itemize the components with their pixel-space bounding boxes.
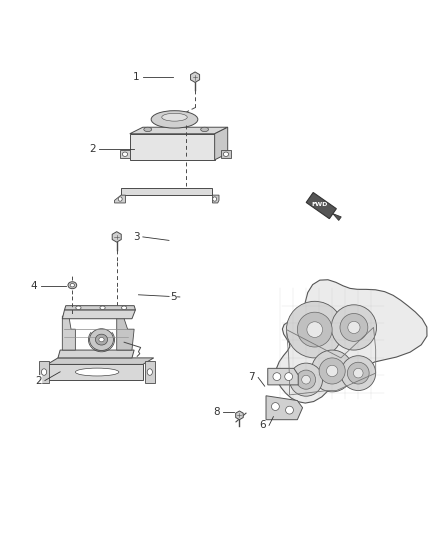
Ellipse shape [99,337,104,342]
FancyBboxPatch shape [121,188,212,195]
Polygon shape [276,280,427,403]
Circle shape [290,363,322,396]
Polygon shape [62,310,135,319]
Text: 3: 3 [133,232,140,242]
Ellipse shape [68,282,77,289]
Ellipse shape [122,152,127,156]
Circle shape [302,375,311,384]
Ellipse shape [100,306,105,310]
Circle shape [331,305,377,350]
Ellipse shape [272,402,279,410]
Polygon shape [145,361,155,383]
Text: 6: 6 [259,421,266,430]
Ellipse shape [147,369,152,375]
Circle shape [297,312,332,347]
Polygon shape [221,150,231,158]
Circle shape [297,370,316,389]
Polygon shape [62,316,75,350]
Circle shape [348,321,360,334]
Circle shape [340,313,368,341]
Text: 8: 8 [213,407,220,417]
Polygon shape [112,232,121,242]
Ellipse shape [76,306,81,310]
Polygon shape [236,411,243,419]
Circle shape [341,356,376,391]
Text: 7: 7 [248,373,255,383]
Text: 4: 4 [31,281,37,291]
Polygon shape [47,358,154,365]
Polygon shape [191,72,200,83]
Ellipse shape [121,306,127,310]
Polygon shape [215,127,228,160]
Circle shape [311,350,353,392]
Polygon shape [120,150,130,158]
Ellipse shape [89,329,113,351]
Text: FWD: FWD [312,202,328,207]
Ellipse shape [75,368,119,376]
Polygon shape [130,127,228,134]
Text: 2: 2 [35,376,42,385]
Ellipse shape [286,406,293,414]
Ellipse shape [70,284,74,287]
Polygon shape [268,368,298,385]
Circle shape [347,362,369,384]
Polygon shape [115,195,125,203]
Text: 5: 5 [170,292,177,302]
Polygon shape [130,134,215,160]
FancyBboxPatch shape [306,192,336,219]
Text: 1: 1 [133,72,140,82]
Ellipse shape [42,369,47,375]
Ellipse shape [285,373,293,381]
Ellipse shape [151,111,198,128]
Polygon shape [266,396,303,419]
Polygon shape [58,350,134,358]
Ellipse shape [118,197,122,201]
Polygon shape [212,195,219,203]
Circle shape [307,322,322,337]
Polygon shape [39,361,49,383]
Polygon shape [64,305,135,310]
Ellipse shape [162,114,187,121]
Polygon shape [117,316,134,350]
Circle shape [353,368,363,378]
Text: 2: 2 [89,144,96,154]
Polygon shape [47,365,143,379]
Ellipse shape [201,127,208,132]
Ellipse shape [95,334,108,345]
Ellipse shape [144,127,152,132]
Ellipse shape [213,197,217,201]
Ellipse shape [223,152,229,156]
Ellipse shape [273,373,281,381]
Polygon shape [333,214,341,221]
Circle shape [319,358,345,384]
Circle shape [326,365,338,377]
Circle shape [286,301,343,358]
